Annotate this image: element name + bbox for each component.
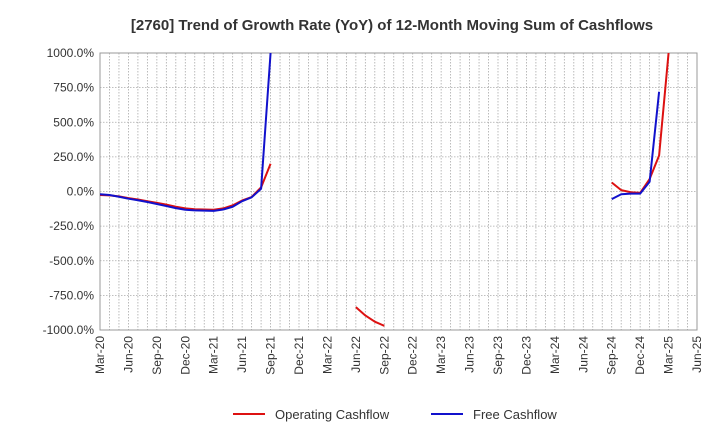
x-tick-label: Mar-24 <box>548 336 562 374</box>
x-tick-label: Jun-21 <box>235 336 249 373</box>
x-tick-label: Mar-23 <box>434 336 448 374</box>
y-tick-label: 1000.0% <box>47 46 95 60</box>
x-tick-label: Mar-21 <box>207 336 221 374</box>
x-tick-label: Jun-22 <box>349 336 363 373</box>
x-tick-label: Jun-23 <box>463 336 477 373</box>
x-tick-label: Sep-21 <box>264 336 278 375</box>
x-tick-label: Sep-23 <box>491 336 505 375</box>
y-tick-label: 500.0% <box>53 115 94 129</box>
series-lines <box>100 53 670 327</box>
x-tick-label: Dec-20 <box>178 336 192 375</box>
series-line <box>611 91 661 201</box>
x-tick-label: Dec-21 <box>292 336 306 375</box>
x-tick-label: Jun-25 <box>690 336 704 373</box>
legend-label: Operating Cashflow <box>275 407 390 422</box>
x-tick-label: Jun-20 <box>121 336 135 373</box>
x-axis: Mar-20 Jun-20 Sep-20 Dec-20 Mar-21 Jun-21 Sep-… <box>93 336 704 375</box>
y-tick-label: -1000.0% <box>43 323 95 337</box>
grid <box>99 52 698 331</box>
y-tick-label: 750.0% <box>53 81 94 95</box>
y-tick-label: 0.0% <box>67 185 95 199</box>
x-tick-label: Sep-22 <box>377 336 391 375</box>
chart-title: [2760] Trend of Growth Rate (YoY) of 12-… <box>131 17 653 34</box>
x-tick-label: Mar-25 <box>662 336 676 374</box>
series-line <box>355 306 385 327</box>
x-tick-label: Mar-22 <box>320 336 334 374</box>
y-tick-label: 250.0% <box>53 150 94 164</box>
y-tick-label: -750.0% <box>49 288 94 302</box>
x-tick-label: Mar-20 <box>93 336 107 374</box>
y-tick-label: -250.0% <box>49 219 94 233</box>
legend-label: Free Cashflow <box>473 407 557 422</box>
x-tick-label: Sep-24 <box>605 336 619 375</box>
series-line <box>100 53 272 212</box>
x-tick-label: Dec-23 <box>519 336 533 375</box>
x-tick-label: Sep-20 <box>150 336 164 375</box>
x-tick-label: Dec-24 <box>633 336 647 375</box>
x-tick-label: Jun-24 <box>576 336 590 373</box>
legend: Operating Cashflow Free Cashflow <box>233 407 557 422</box>
y-tick-label: -500.0% <box>49 254 94 268</box>
y-axis: 1000.0% 750.0% 500.0% 250.0% 0.0% -250.0% -500… <box>43 46 95 337</box>
x-tick-label: Dec-22 <box>406 336 420 375</box>
plot-area <box>99 52 698 331</box>
